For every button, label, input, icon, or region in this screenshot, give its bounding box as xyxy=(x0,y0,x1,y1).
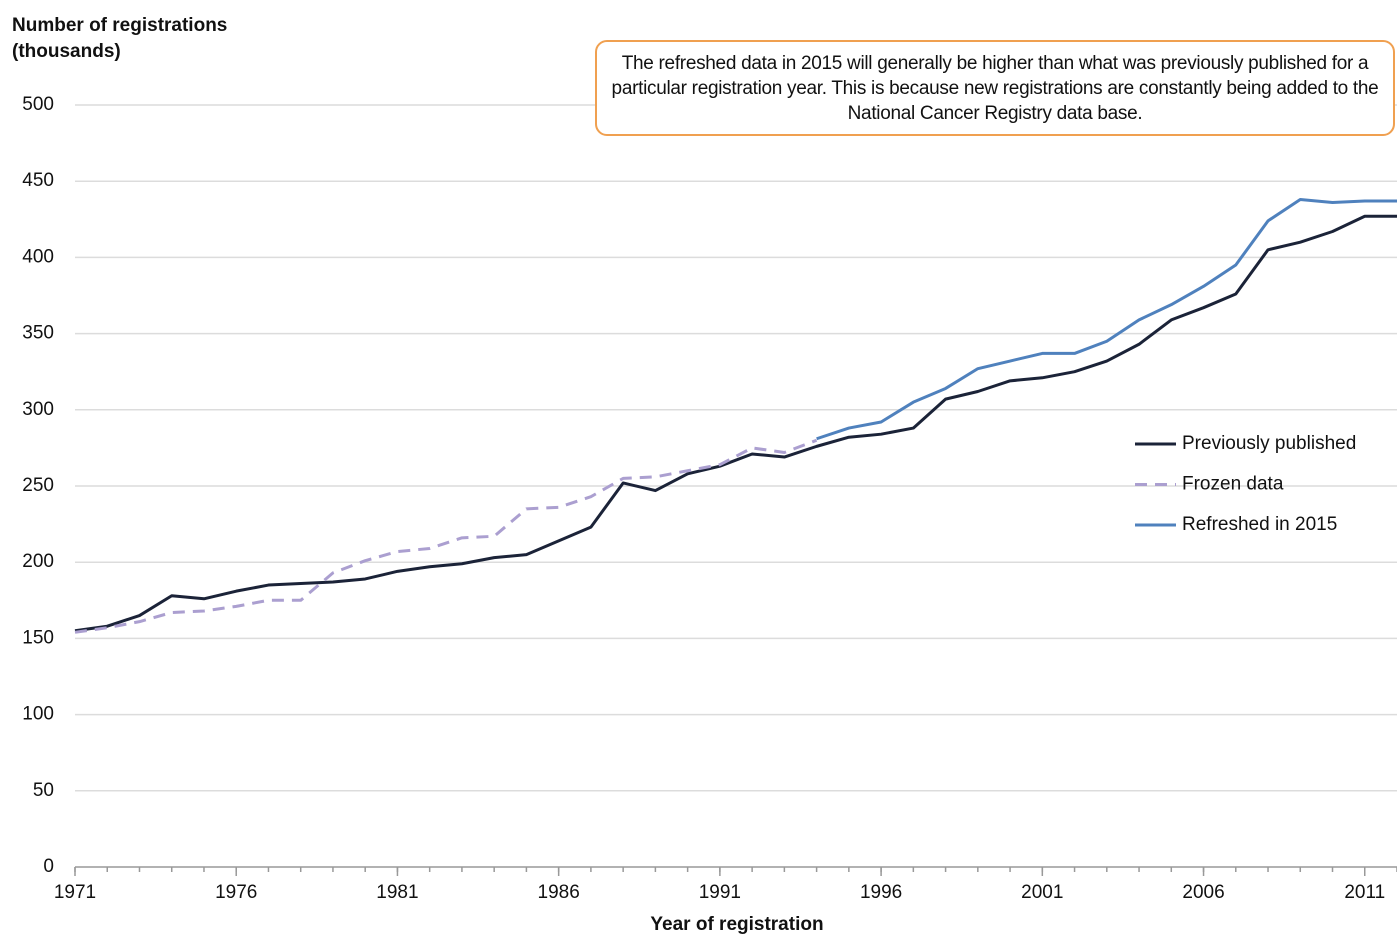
legend-label: Frozen data xyxy=(1182,474,1284,495)
x-tick-label: 1996 xyxy=(860,882,902,903)
x-tick-label: 2006 xyxy=(1182,882,1224,903)
y-axis-title: (thousands) xyxy=(12,41,121,62)
y-tick-label: 250 xyxy=(22,475,54,496)
y-tick-label: 150 xyxy=(22,627,54,648)
y-tick-label: 450 xyxy=(22,170,54,191)
series-line xyxy=(816,197,1397,441)
legend-item: Previously published xyxy=(1135,433,1356,454)
legend-label: Previously published xyxy=(1182,433,1356,454)
x-tick-label: 1981 xyxy=(376,882,418,903)
series-line xyxy=(74,438,818,634)
y-axis-title: Number of registrations xyxy=(12,15,227,36)
legend-item: Refreshed in 2015 xyxy=(1135,514,1337,535)
y-tick-label: 0 xyxy=(43,856,54,877)
y-tick-label: 100 xyxy=(22,704,54,725)
y-tick-label: 500 xyxy=(22,94,54,115)
legend-item: Frozen data xyxy=(1135,474,1284,495)
annotation: The refreshed data in 2015 will generall… xyxy=(595,40,1395,136)
y-tick-label: 400 xyxy=(22,246,54,267)
x-tick-label: 1986 xyxy=(538,882,580,903)
x-tick-label: 2001 xyxy=(1021,882,1063,903)
y-tick-label: 300 xyxy=(22,399,54,420)
legend-label: Refreshed in 2015 xyxy=(1182,514,1337,535)
y-tick-label: 350 xyxy=(22,323,54,344)
x-tick-label: 1971 xyxy=(54,882,96,903)
x-tick-label: 1991 xyxy=(699,882,741,903)
y-tick-label: 50 xyxy=(33,780,54,801)
x-tick-label: 2011 xyxy=(1344,882,1385,903)
series-line xyxy=(74,214,1397,633)
x-axis-title: Year of registration xyxy=(650,914,823,935)
y-tick-label: 200 xyxy=(22,551,54,572)
x-tick-label: 1976 xyxy=(215,882,257,903)
